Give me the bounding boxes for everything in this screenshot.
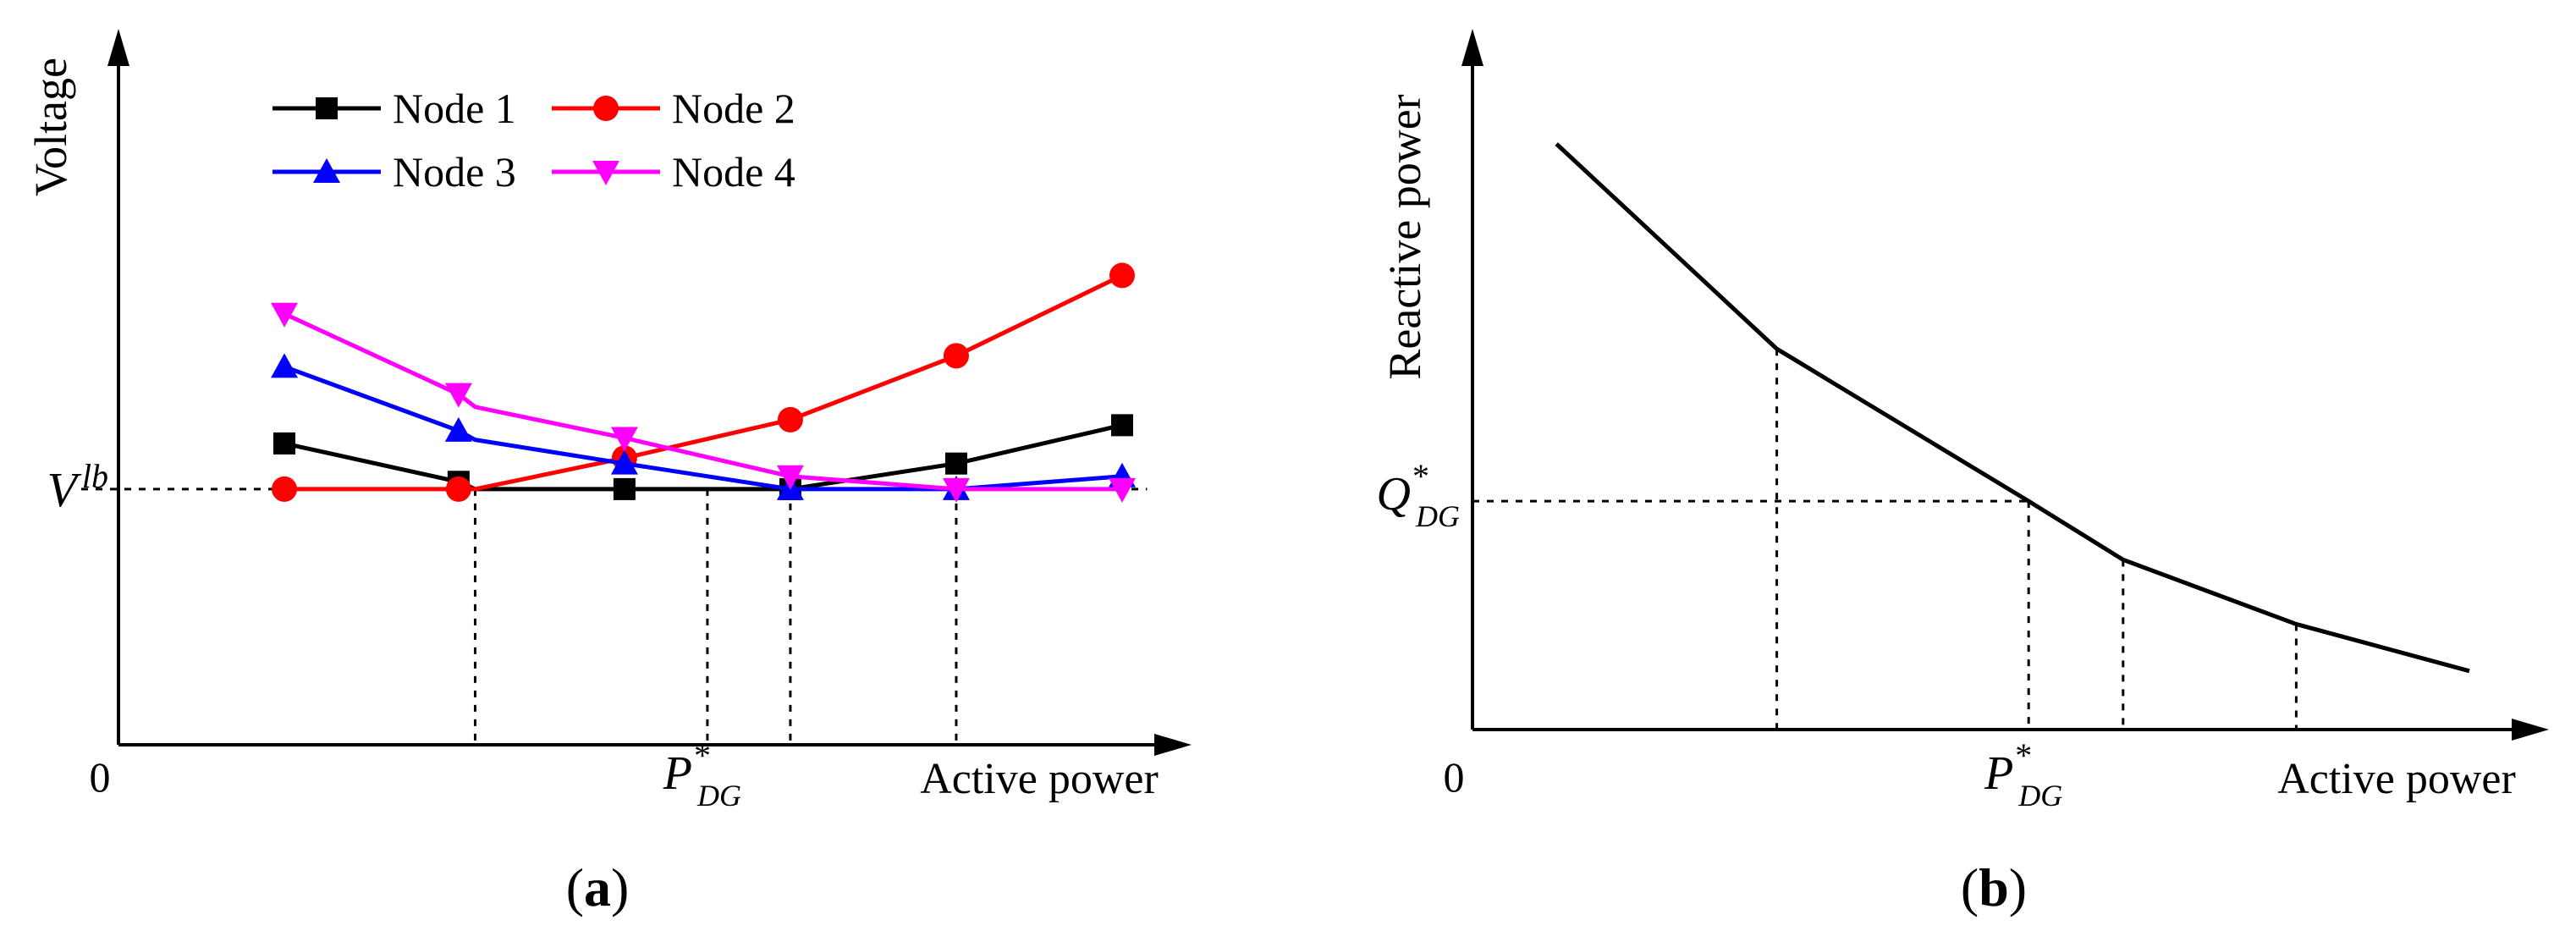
data-point-s3-4 xyxy=(610,449,638,475)
vlb-label-base: V xyxy=(47,462,82,517)
p-dg-star-label-a: P* DG xyxy=(663,736,741,813)
x-axis-arrow-a xyxy=(1154,734,1192,756)
data-point-s4-5 xyxy=(776,465,804,490)
data-point-s2-2 xyxy=(445,476,471,502)
p-dg-sub-b: DG xyxy=(2017,779,2062,813)
reactive-power-curve xyxy=(1555,142,2470,674)
y-axis-arrow-b xyxy=(1461,29,1483,66)
data-point-s3-1 xyxy=(271,353,299,378)
vlb-label-sup: lb xyxy=(82,457,108,495)
data-point-s4-6 xyxy=(942,477,970,503)
series-node-2 xyxy=(272,262,1135,502)
legend-label-2: Node 2 xyxy=(672,85,795,132)
data-point-s1-4 xyxy=(613,477,636,500)
q-dg-base-b: Q xyxy=(1377,468,1411,521)
legend-marker-4 xyxy=(592,161,619,185)
legend-marker-3 xyxy=(313,158,340,183)
voltage-series xyxy=(271,262,1136,503)
guide-lines-b xyxy=(1472,349,2298,730)
panel-b-reactive-power-chart: Reactive power 0 Active power P* DG Q* DG … xyxy=(1377,29,2549,917)
data-point-s2-7 xyxy=(1109,262,1135,289)
p-dg-star-label-b: P* DG xyxy=(1984,736,2062,813)
data-point-s4-1 xyxy=(271,302,299,328)
data-point-s2-6 xyxy=(943,343,969,369)
x-axis-label-a: Active power xyxy=(920,755,1159,803)
series-node-3 xyxy=(271,353,1136,500)
data-point-s1-1 xyxy=(273,432,296,454)
legend-a: Node 1 Node 2 Node 3 Node 4 xyxy=(272,85,795,196)
legend-label-3: Node 3 xyxy=(393,148,516,196)
series-line-4 xyxy=(283,311,1122,492)
legend-marker-1 xyxy=(316,97,338,119)
q-dg-star-label-b: Q* DG xyxy=(1377,457,1460,533)
origin-label-b: 0 xyxy=(1444,753,1465,801)
panel-label-a-letter: a xyxy=(584,857,611,917)
panel-label-b-letter: b xyxy=(1979,857,2009,917)
data-point-s3-2 xyxy=(444,416,472,442)
p-dg-base-a: P xyxy=(663,747,692,800)
data-point-s4-7 xyxy=(1108,477,1136,503)
series-node-4 xyxy=(271,302,1136,503)
p-dg-base-b: P xyxy=(1984,747,2013,800)
panel-label-a: (a) xyxy=(566,857,630,917)
p-dg-sup-b: * xyxy=(2015,736,2032,774)
active-power-guide-lines xyxy=(473,488,958,745)
p-dg-sub-a: DG xyxy=(696,779,741,813)
p-dg-sup-a: * xyxy=(694,736,711,774)
data-point-s2-1 xyxy=(272,476,298,502)
y-axis-arrow-a xyxy=(107,29,129,66)
reactive-power-line xyxy=(1555,142,2470,674)
data-point-s4-2 xyxy=(444,383,472,408)
y-axis-label-a: Voltage xyxy=(25,58,76,196)
data-point-s4-4 xyxy=(610,427,638,452)
legend-label-1: Node 1 xyxy=(393,85,516,132)
x-axis-label-b: Active power xyxy=(2277,755,2516,803)
x-axis-arrow-b xyxy=(2512,719,2549,741)
q-dg-sup-b: * xyxy=(1412,457,1429,495)
panel-label-b: (b) xyxy=(1961,857,2027,917)
data-point-s1-7 xyxy=(1110,414,1133,437)
legend-label-4: Node 4 xyxy=(672,148,795,196)
legend-marker-2 xyxy=(593,96,619,121)
data-point-s1-6 xyxy=(944,452,967,475)
y-axis-label-b: Reactive power xyxy=(1379,94,1430,379)
data-point-s2-5 xyxy=(777,406,803,432)
q-dg-sub-b: DG xyxy=(1415,499,1460,533)
origin-label-a: 0 xyxy=(90,753,111,801)
